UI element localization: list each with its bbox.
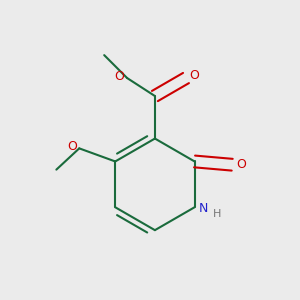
Text: O: O [236,158,246,171]
Text: O: O [115,70,124,83]
Text: O: O [189,69,199,82]
Text: O: O [67,140,76,153]
Text: N: N [199,202,208,215]
Text: H: H [213,209,221,220]
